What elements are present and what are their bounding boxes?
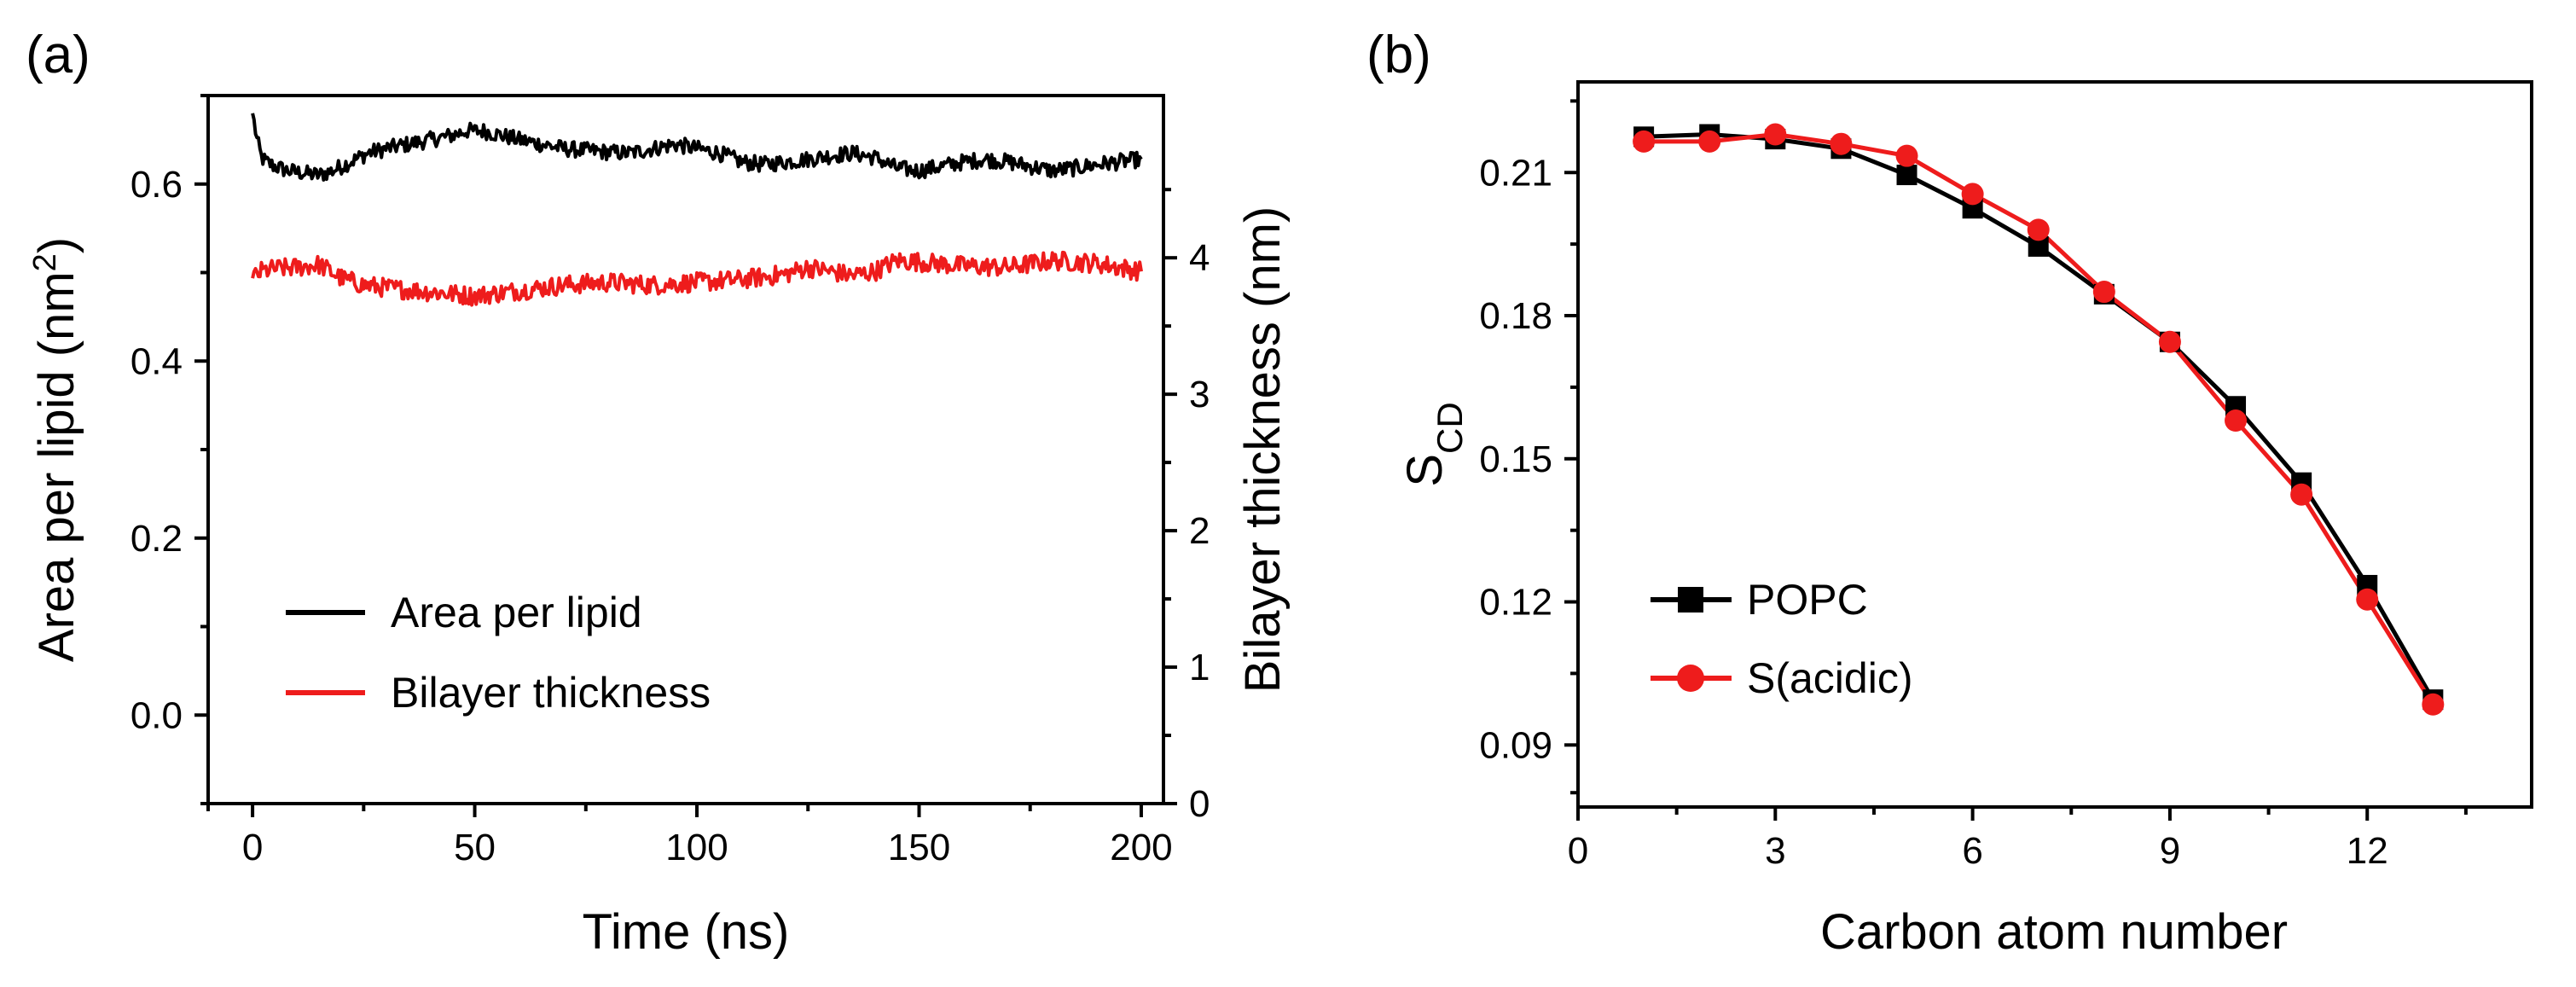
series-line-area-per-lipid xyxy=(251,113,1143,182)
x-tick-label: 200 xyxy=(1110,827,1172,868)
y-tick-label: 0.18 xyxy=(1479,295,1552,337)
panel-b-x-ticks: 0 3 6 9 12 xyxy=(1568,807,2468,872)
right-y-tick-label: 2 xyxy=(1189,510,1210,552)
panel-b-y-label-sub: CD xyxy=(1430,402,1470,454)
panel-a-left-y-label-sup: 2 xyxy=(27,253,63,271)
x-tick-label: 6 xyxy=(1962,830,1982,872)
data-point-s-acidic xyxy=(1961,183,1984,206)
panel-b-y-label-main: S xyxy=(1397,454,1453,487)
left-y-tick-label: 0.2 xyxy=(131,518,183,560)
data-point-s-acidic xyxy=(2422,693,2445,716)
panel-b-label: (b) xyxy=(1366,26,1431,84)
x-tick-label: 9 xyxy=(2160,830,2180,872)
legend-marker-s-acidic xyxy=(1677,665,1704,692)
right-y-tick-label: 0 xyxy=(1189,783,1210,825)
legend-label-area-per-lipid: Area per lipid xyxy=(391,589,642,636)
data-point-s-acidic xyxy=(2158,330,2181,353)
x-tick-label: 0 xyxy=(242,827,263,868)
panel-a-x-ticks: 0 50 100 150 200 xyxy=(206,804,1173,868)
panel-a-x-axis-label: Time (ns) xyxy=(583,904,790,960)
panel-b-x-axis-label: Carbon atom number xyxy=(1820,904,2288,960)
data-point-s-acidic xyxy=(1633,130,1656,153)
left-y-tick-label: 0.4 xyxy=(131,340,183,382)
panel-a-left-y-label-end: ) xyxy=(29,237,84,253)
panel-a: (a) 0 50 100 150 200 0.0 0.2 0.4 0.6 0 1 2 3 4 Time… xyxy=(26,26,1291,960)
left-y-tick-label: 0.6 xyxy=(131,164,183,206)
panel-a-left-y-axis-label: Area per lipid (nm2) xyxy=(27,237,84,662)
y-tick-label: 0.21 xyxy=(1479,152,1552,194)
data-point-popc xyxy=(1896,165,1917,186)
right-y-tick-label: 1 xyxy=(1189,647,1210,688)
legend-label-s-acidic: S(acidic) xyxy=(1747,654,1912,702)
data-point-s-acidic xyxy=(2027,218,2050,241)
panel-b-y-axis-label: SCD xyxy=(1397,402,1470,486)
x-tick-label: 150 xyxy=(888,827,950,868)
panel-b-y-ticks: 0.09 0.12 0.15 0.18 0.21 xyxy=(1479,99,1578,795)
y-tick-label: 0.12 xyxy=(1479,582,1552,624)
x-tick-label: 12 xyxy=(2347,830,2388,872)
data-point-s-acidic xyxy=(1830,132,1853,155)
data-point-s-acidic xyxy=(1698,130,1721,153)
panel-a-left-y-label-main: Area per lipid (nm xyxy=(29,271,84,662)
x-tick-label: 3 xyxy=(1765,830,1785,872)
y-tick-label: 0.09 xyxy=(1479,724,1552,766)
panel-b-series xyxy=(1633,123,2445,716)
data-point-s-acidic xyxy=(1764,123,1787,146)
series-line-bilayer-thickness xyxy=(251,250,1143,307)
panel-b-plot-frame xyxy=(1576,80,2533,809)
panel-a-label: (a) xyxy=(26,26,90,84)
panel-a-series xyxy=(251,113,1143,307)
x-tick-label: 50 xyxy=(454,827,496,868)
data-point-s-acidic xyxy=(2356,588,2379,611)
panel-a-right-y-ticks: 0 1 2 3 4 xyxy=(1163,188,1210,825)
panel-a-legend: Area per lipid Bilayer thickness xyxy=(286,589,711,717)
x-tick-label: 0 xyxy=(1568,830,1588,872)
x-tick-label: 100 xyxy=(665,827,728,868)
legend-marker-popc xyxy=(1678,587,1703,613)
panel-a-right-y-axis-label: Bilayer thickness (nm) xyxy=(1235,206,1291,693)
right-y-tick-label: 4 xyxy=(1189,237,1210,279)
legend-label-bilayer-thickness: Bilayer thickness xyxy=(391,669,711,717)
data-point-s-acidic xyxy=(2092,281,2115,304)
left-y-tick-label: 0.0 xyxy=(131,694,183,736)
right-y-tick-label: 3 xyxy=(1189,374,1210,415)
panel-b: (b) 0 3 6 9 12 0.09 0.12 0.15 0.18 0.21 Carbon a… xyxy=(1366,26,2533,960)
legend-label-popc: POPC xyxy=(1747,576,1868,624)
data-point-s-acidic xyxy=(1895,144,1918,167)
y-tick-label: 0.15 xyxy=(1479,438,1552,480)
panel-b-legend: POPC S(acidic) xyxy=(1651,576,1912,702)
data-point-s-acidic xyxy=(2225,409,2248,433)
data-point-s-acidic xyxy=(2290,483,2313,506)
panel-a-left-y-ticks: 0.0 0.2 0.4 0.6 xyxy=(131,94,208,805)
